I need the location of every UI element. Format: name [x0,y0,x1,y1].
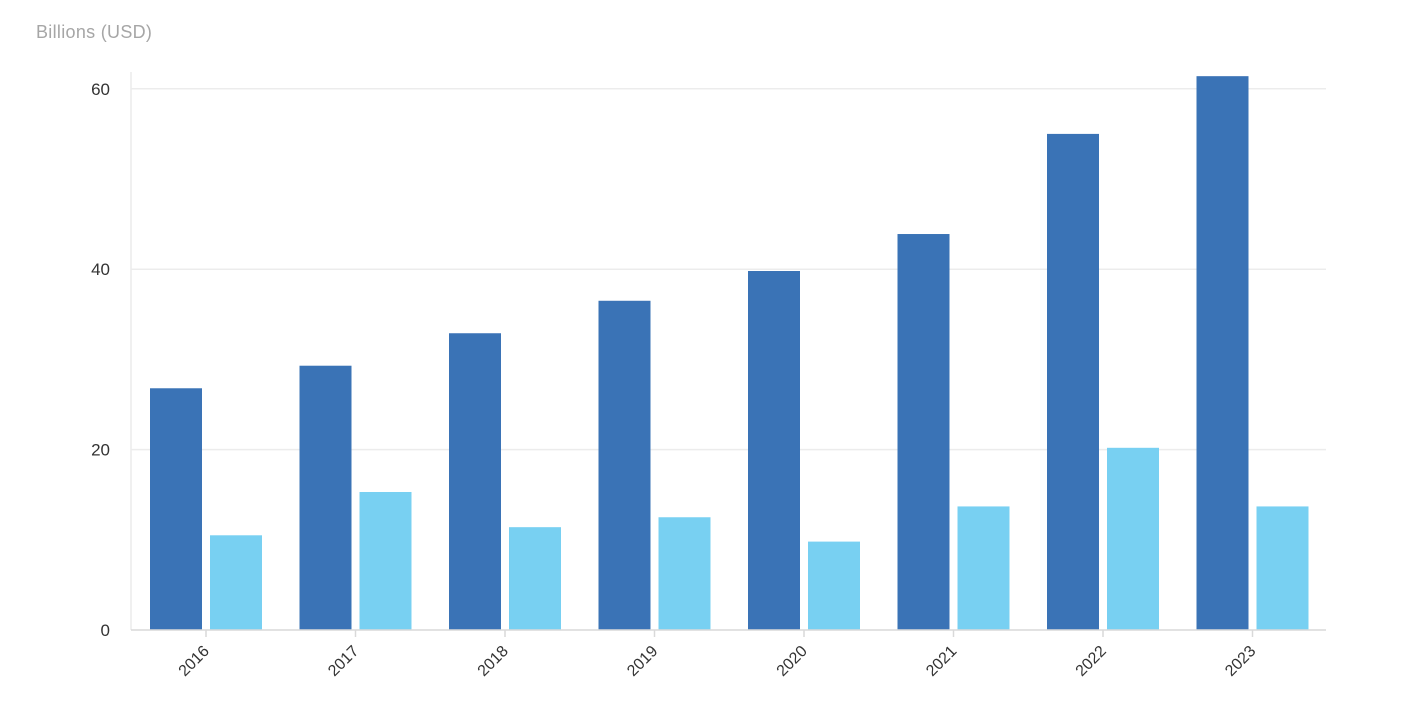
bar-series-2 [210,535,262,630]
bar-series-1 [449,333,501,630]
x-tick-label: 2017 [325,643,362,680]
bar-series-1 [1196,76,1249,630]
bar-series-1 [299,365,352,630]
x-tick-label: 2020 [774,643,811,680]
bar-series-2 [957,506,1010,630]
bar-series-1 [748,271,800,630]
bar-series-1 [598,300,651,630]
bar-series-2 [509,527,561,630]
bar-series-1 [1047,133,1099,630]
y-tick-label: 20 [91,441,110,460]
x-tick-label: 2023 [1222,643,1259,680]
y-axis-unit-label: Billions (USD) [36,22,153,42]
x-tick-label: 2016 [176,643,213,680]
x-tick-label: 2019 [624,643,661,680]
bar-series-2 [658,517,711,630]
x-tick-label: 2022 [1073,643,1110,680]
x-tick-label: 2021 [923,643,960,680]
y-tick-label: 0 [101,621,110,640]
bar-series-2 [1107,447,1159,630]
x-tick-label: 2018 [475,643,512,680]
bar-series-1 [150,388,202,630]
bar-series-2 [808,541,860,630]
bar-series-1 [897,234,950,630]
bar-series-2 [1256,506,1309,630]
y-tick-label: 60 [91,80,110,99]
y-tick-label: 40 [91,260,110,279]
bar-series-2 [359,491,412,630]
